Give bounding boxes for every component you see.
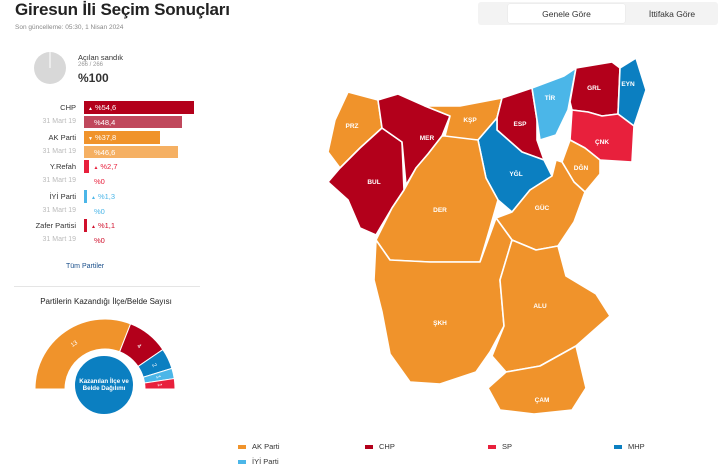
legend-label: MHP: [628, 442, 645, 451]
gauge-segment[interactable]: [143, 377, 176, 390]
current-percent: %1,3: [97, 192, 116, 201]
party-row: CHP 31 Mart 19 ▲ %54,6 %48,4: [0, 101, 200, 131]
tab-ittifaka-gore[interactable]: İttifaka Göre: [648, 8, 696, 19]
ballot-progress-pie: [34, 52, 66, 84]
party-name: CHP: [60, 103, 76, 112]
party-row: Zafer Partisi 31 Mart 19 ▲ %1,1 %0: [0, 219, 200, 249]
district-skh[interactable]: [373, 217, 513, 385]
tab-genele-gore[interactable]: Genele Göre: [508, 4, 625, 23]
trend-up-icon: ▲: [91, 195, 96, 201]
previous-percent: %0: [94, 236, 105, 245]
legend-swatch: [365, 444, 373, 449]
party-name: AK Parti: [48, 133, 76, 142]
legend-label: İYİ Parti: [252, 457, 279, 466]
trend-up-icon: ▲: [88, 106, 93, 112]
district-label: GRL: [587, 85, 601, 92]
party-row: İYİ Parti 31 Mart 19 ▲ %1,3 %0: [0, 190, 200, 220]
legend-item: SP: [488, 442, 512, 451]
district-label: ESP: [513, 121, 527, 128]
district-tir[interactable]: [531, 67, 577, 141]
district-label: YĞL: [509, 169, 522, 178]
trend-down-icon: ▼: [88, 136, 93, 142]
district-label: DĞN: [574, 163, 589, 172]
current-result-bar: [84, 219, 87, 232]
district-distribution-button[interactable]: Kazanılan İlçe ve Belde Dağılımı: [73, 354, 135, 416]
current-result-bar: [84, 190, 87, 203]
party-name: Y.Refah: [49, 162, 76, 171]
seats-title: Partilerin Kazandığı İlçe/Belde Sayısı: [40, 297, 172, 306]
district-bul[interactable]: [327, 127, 405, 236]
district-label: BUL: [367, 179, 380, 186]
view-tabs: Genele Göre İttifaka Göre: [478, 2, 718, 25]
legend-swatch: [614, 444, 622, 449]
divider: [14, 286, 200, 287]
district-label: PRZ: [346, 123, 359, 130]
district-alu[interactable]: [491, 239, 611, 373]
current-percent: %2,7: [100, 162, 118, 171]
current-percent: %54,6: [94, 103, 117, 112]
ballot-count: 266 / 266: [78, 62, 104, 68]
previous-percent: %46,6: [94, 148, 116, 157]
current-result-bar: [84, 160, 90, 173]
gauge-segment-label: 1: [154, 375, 161, 380]
district-label: ÇNK: [595, 139, 609, 146]
previous-election-label: 31 Mart 19: [42, 118, 76, 125]
party-row: Y.Refah 31 Mart 19 ▲ %2,7 %0: [0, 160, 200, 190]
district-label: GÜC: [535, 203, 550, 212]
party-row: AK Parti 31 Mart 19 ▼ %37,8 %46,6: [0, 131, 200, 161]
legend-item: İYİ Parti: [238, 457, 279, 466]
gauge-segment-label: 1: [156, 383, 162, 387]
last-updated: Son güncelleme: 05:30, 1 Nisan 2024: [15, 24, 124, 31]
party-name: İYİ Parti: [49, 192, 76, 201]
district-label: ÇAM: [535, 397, 550, 404]
legend-item: CHP: [365, 442, 395, 451]
district-label: KŞP: [463, 117, 477, 124]
legend-item: MHP: [614, 442, 645, 451]
previous-percent: %0: [94, 207, 105, 216]
district-cam[interactable]: [487, 345, 587, 415]
dist-circle-line2: Belde Dağılımı: [82, 385, 126, 392]
party-name: Zafer Partisi: [35, 221, 76, 230]
legend-label: SP: [502, 442, 513, 451]
previous-election-label: 31 Mart 19: [42, 207, 76, 214]
current-result-bar: [84, 131, 161, 144]
previous-result-bar: [84, 146, 178, 158]
district-label: TİR: [545, 94, 556, 102]
seats-gauge: 13 4 2 1 1: [34, 318, 176, 390]
previous-percent: %0: [94, 177, 105, 186]
ballot-label: Açılan sandık: [78, 53, 124, 62]
gauge-segment-label: 4: [135, 343, 142, 350]
previous-percent: %48,4: [94, 118, 116, 127]
district-label: EYN: [621, 81, 635, 88]
dist-circle-line1: Kazanılan İlçe ve: [79, 377, 129, 385]
legend-swatch: [488, 444, 496, 449]
giresun-district-map: PRZ BUL MER KŞP ESP TİR GRL EYN ÇNK DĞN YĞL DER GÜC Ş…: [327, 57, 647, 415]
legend-swatch: [238, 444, 246, 449]
previous-election-label: 31 Mart 19: [42, 236, 76, 243]
gauge-segment-label: 2: [150, 363, 157, 369]
gauge-segment[interactable]: [34, 318, 132, 390]
district-label: ŞKH: [433, 320, 447, 327]
current-result-bar: [84, 101, 194, 114]
district-label: MER: [420, 135, 435, 142]
district-label: ALU: [533, 303, 547, 310]
legend-item: AK Parti: [238, 442, 280, 451]
page-title: Giresun İli Seçim Sonuçları: [15, 0, 230, 19]
all-parties-link[interactable]: Tüm Partiler: [66, 263, 105, 270]
previous-election-label: 31 Mart 19: [42, 177, 76, 184]
previous-result-bar: [84, 116, 182, 128]
current-percent: %1,1: [97, 221, 116, 230]
legend-swatch: [238, 459, 246, 464]
district-eyn[interactable]: [617, 57, 647, 127]
legend-label: AK Parti: [252, 442, 280, 451]
district-label: DER: [433, 207, 447, 214]
gauge-segment-label: 13: [70, 340, 79, 349]
previous-election-label: 31 Mart 19: [42, 148, 76, 155]
trend-up-icon: ▲: [91, 224, 96, 230]
current-percent: %37,8: [94, 133, 117, 142]
trend-up-icon: ▲: [93, 165, 99, 171]
legend-label: CHP: [379, 442, 395, 451]
ballot-percent: %100: [78, 71, 109, 85]
